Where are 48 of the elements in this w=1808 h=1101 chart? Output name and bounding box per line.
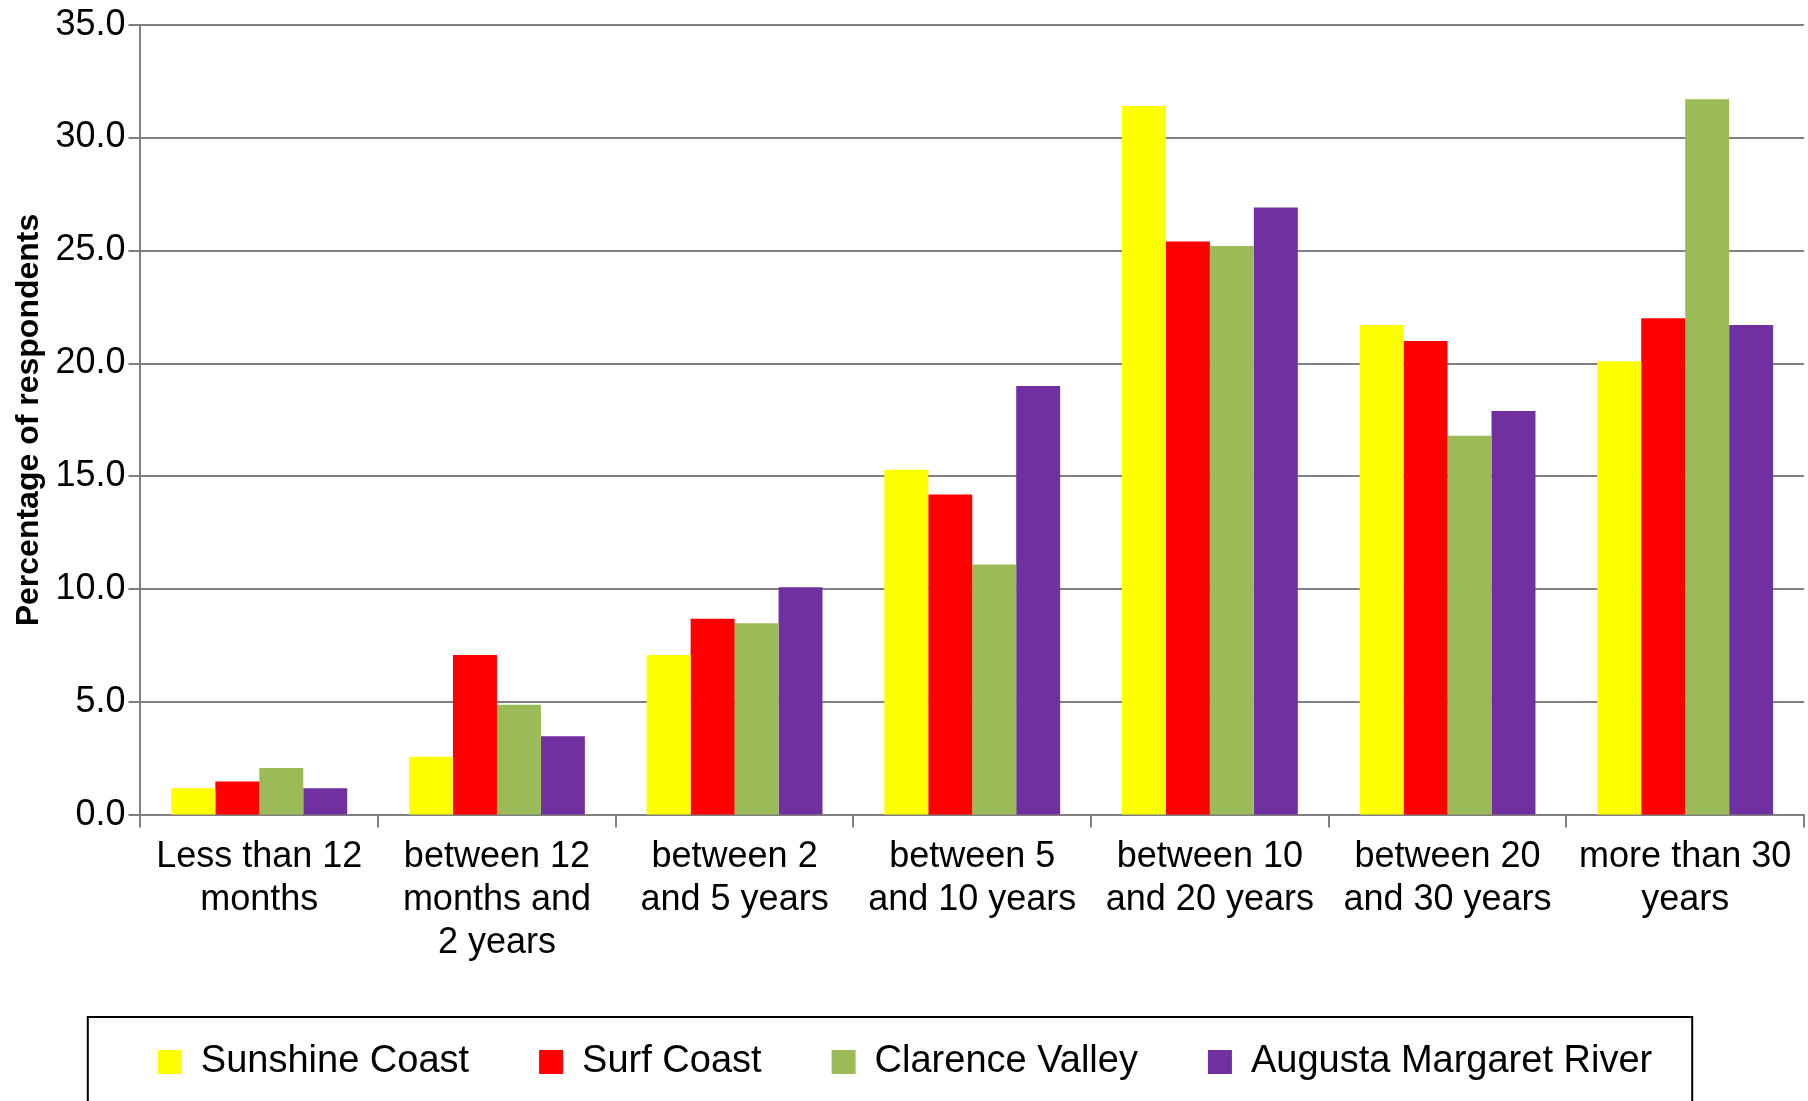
bar [215, 781, 260, 815]
bar [690, 618, 735, 815]
y-tick-label: 35.0 [55, 1, 126, 43]
y-tick-label: 0.0 [75, 792, 126, 834]
bar [1403, 340, 1448, 815]
y-tick-label: 25.0 [55, 227, 126, 269]
bar [496, 704, 541, 815]
legend-label: Sunshine Coast [200, 1038, 470, 1081]
bar [1121, 105, 1166, 815]
y-tick-label: 15.0 [55, 453, 126, 495]
bar [1729, 325, 1774, 815]
y-tick-label: 20.0 [55, 340, 126, 382]
x-tick-label: between 5 and 10 years [868, 833, 1077, 919]
bar [171, 788, 216, 815]
bar [884, 469, 929, 815]
bar [540, 736, 585, 815]
legend-label: Augusta Margaret River [1250, 1038, 1653, 1081]
bar [1641, 318, 1686, 815]
bar [734, 623, 779, 815]
x-tick-label: between 10 and 20 years [1105, 833, 1314, 919]
bar [778, 587, 823, 815]
bar [303, 788, 348, 815]
bar [452, 654, 497, 815]
x-tick-label: between 12 months and 2 years [402, 833, 591, 962]
bar [1491, 410, 1536, 815]
bar [1359, 325, 1404, 815]
bar [1597, 361, 1642, 815]
bar [646, 654, 691, 815]
bar [1209, 246, 1254, 815]
bar [928, 494, 973, 815]
bar [1447, 435, 1492, 815]
bar [1016, 386, 1061, 815]
bar [259, 767, 304, 815]
x-tick-label: Less than 12 months [156, 833, 363, 919]
x-tick-label: between 2 and 5 years [640, 833, 829, 919]
bar [1165, 241, 1210, 815]
x-tick-label: between 20 and 30 years [1343, 833, 1552, 919]
x-tick-label: more than 30 years [1579, 833, 1792, 919]
legend-label: Surf Coast [582, 1038, 763, 1081]
legend-label: Clarence Valley [874, 1038, 1138, 1081]
y-tick-label: 5.0 [75, 679, 126, 721]
bar [409, 756, 453, 815]
y-tick-label: 10.0 [55, 566, 126, 608]
bar [1253, 207, 1298, 815]
y-axis-title: Percentage of respondents [9, 213, 46, 627]
bar [1685, 99, 1730, 815]
bar [972, 564, 1017, 815]
y-tick-label: 30.0 [55, 114, 126, 156]
